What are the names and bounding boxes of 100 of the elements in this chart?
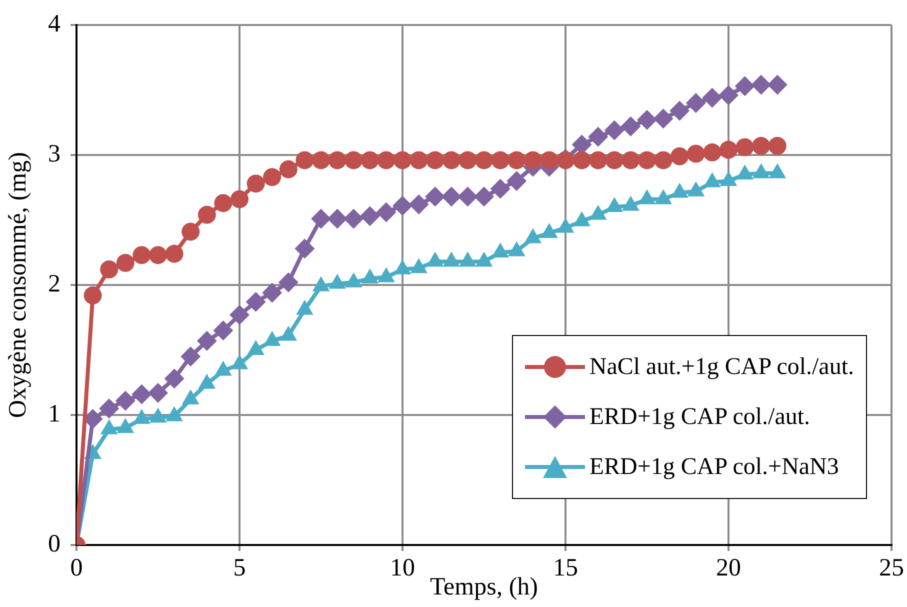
point [344, 151, 363, 170]
point [344, 208, 364, 229]
y-tick-label: 1 [48, 400, 60, 428]
y-tick-label: 2 [48, 270, 60, 298]
point [378, 267, 395, 282]
point [394, 151, 412, 170]
point [540, 151, 558, 170]
point [686, 93, 706, 113]
point [198, 206, 216, 224]
point [475, 151, 493, 170]
x-tick-label: 20 [716, 554, 741, 582]
point [441, 186, 462, 207]
point [100, 419, 118, 434]
point [296, 151, 314, 170]
point [328, 274, 346, 289]
point [572, 151, 591, 170]
point [458, 151, 477, 170]
point [670, 147, 689, 166]
point [100, 260, 118, 278]
y-tick-label: 4 [48, 10, 61, 38]
point [278, 272, 298, 292]
point [408, 194, 429, 214]
x-tick-label: 0 [70, 554, 83, 582]
point [392, 196, 412, 216]
x-tick-label: 15 [553, 554, 578, 582]
point [311, 208, 331, 229]
point [702, 88, 722, 108]
x-tick-label: 10 [390, 554, 415, 582]
point [263, 168, 282, 186]
point [247, 340, 264, 355]
y-axis-title: Oxygène consommé, (mg) [4, 152, 32, 418]
point [230, 354, 248, 370]
point [506, 171, 527, 191]
point [589, 151, 608, 170]
point [720, 140, 738, 159]
point [524, 151, 542, 170]
point [84, 286, 102, 304]
point [474, 186, 494, 207]
point [751, 74, 772, 95]
y-tick-label: 3 [48, 140, 60, 168]
point [638, 151, 656, 170]
point [280, 326, 298, 341]
point [622, 151, 640, 170]
x-tick-label: 25 [879, 554, 904, 582]
point [376, 202, 396, 222]
point [767, 74, 788, 95]
point [703, 143, 722, 162]
point [458, 186, 478, 207]
point [279, 160, 298, 178]
point [604, 120, 624, 140]
point [425, 186, 446, 207]
point [491, 151, 510, 170]
point [426, 252, 444, 267]
point [263, 330, 281, 346]
point [149, 246, 167, 264]
point [459, 252, 476, 267]
point [360, 206, 380, 226]
x-axis-title: Temps, (h) [430, 574, 538, 601]
point [294, 238, 315, 259]
point [442, 151, 460, 170]
point [508, 151, 526, 170]
point [296, 300, 314, 315]
point [182, 389, 200, 404]
point [116, 418, 134, 433]
point [410, 258, 428, 274]
y-tick-label: 0 [48, 530, 60, 558]
point [198, 374, 216, 389]
point [736, 138, 754, 156]
point [475, 252, 493, 267]
point [490, 178, 510, 199]
legend-label: ERD+1g CAP col.+NaN3 [589, 454, 839, 480]
point [165, 244, 184, 263]
point [246, 174, 265, 193]
point [327, 208, 348, 229]
point [133, 408, 150, 424]
point [214, 194, 232, 212]
point [637, 110, 657, 130]
point [620, 116, 641, 136]
point [116, 254, 134, 272]
point [166, 406, 183, 422]
point [734, 76, 755, 96]
point [752, 136, 770, 155]
point [653, 108, 674, 129]
point [149, 408, 167, 423]
point [312, 151, 330, 170]
point [410, 151, 428, 170]
point [377, 151, 396, 170]
point [426, 151, 444, 170]
x-tick-label: 5 [233, 554, 246, 582]
point [246, 292, 266, 312]
point [230, 304, 250, 325]
point [360, 151, 379, 170]
point [654, 151, 672, 170]
point [328, 151, 346, 170]
point [230, 190, 248, 208]
point [670, 100, 690, 121]
point [686, 144, 705, 163]
point [605, 151, 624, 170]
point [214, 360, 232, 376]
point [312, 276, 330, 292]
